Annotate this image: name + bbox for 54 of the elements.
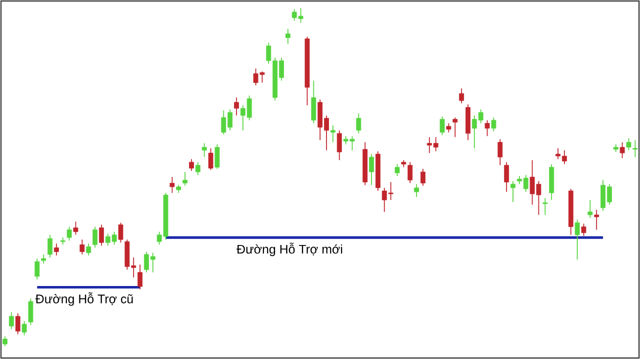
candlestick <box>408 162 413 184</box>
candlestick <box>208 148 214 170</box>
candlestick <box>394 164 400 176</box>
candlestick <box>330 124 336 143</box>
candlestick <box>311 80 316 124</box>
series-label: Đường Hỗ Trợ cũ <box>35 292 133 306</box>
candlestick <box>195 162 200 176</box>
candlestick <box>369 154 374 186</box>
candlestick <box>189 158 194 172</box>
candlestick <box>626 138 632 151</box>
candlestick <box>542 198 548 216</box>
candlestick <box>92 226 98 248</box>
candlestick <box>138 264 142 290</box>
candlestick <box>66 226 72 242</box>
candlestick <box>484 120 490 137</box>
candlestick <box>498 138 503 166</box>
candlestick <box>214 144 220 170</box>
candlestick <box>574 219 580 260</box>
candlestick <box>414 184 419 198</box>
candlestick <box>15 312 20 335</box>
candlestick <box>2 336 8 347</box>
candlestick <box>491 117 496 132</box>
candlestick <box>446 122 452 133</box>
candlestick <box>22 320 27 336</box>
candlestick <box>8 312 14 330</box>
candlestick <box>504 162 509 192</box>
candlestick <box>459 88 464 104</box>
candlestick <box>620 142 625 159</box>
candlestick <box>356 113 362 134</box>
candlestick <box>48 234 52 258</box>
candlestick <box>594 209 600 230</box>
candlestick <box>202 142 207 158</box>
candlestick <box>632 140 638 158</box>
candlestick <box>510 180 516 202</box>
candlestick <box>285 28 290 44</box>
series-label: Đường Hỗ Trợ mới <box>236 242 342 256</box>
candlestick <box>86 243 92 256</box>
candlestick <box>588 200 593 218</box>
candlestick <box>28 298 34 326</box>
candlestick <box>34 258 40 280</box>
candlestick <box>581 223 586 236</box>
candlestick <box>41 254 46 264</box>
candlestick <box>452 117 458 138</box>
candlestick <box>234 97 239 116</box>
candlestick <box>420 168 426 186</box>
candlestick <box>182 171 188 186</box>
candlestick <box>336 130 342 161</box>
candlestick <box>170 176 175 194</box>
candlestick <box>54 243 59 256</box>
candlestick <box>73 221 78 236</box>
candlestick <box>80 239 85 255</box>
candlestick <box>440 116 445 136</box>
candlestick <box>118 222 124 244</box>
candlestick <box>98 224 104 246</box>
